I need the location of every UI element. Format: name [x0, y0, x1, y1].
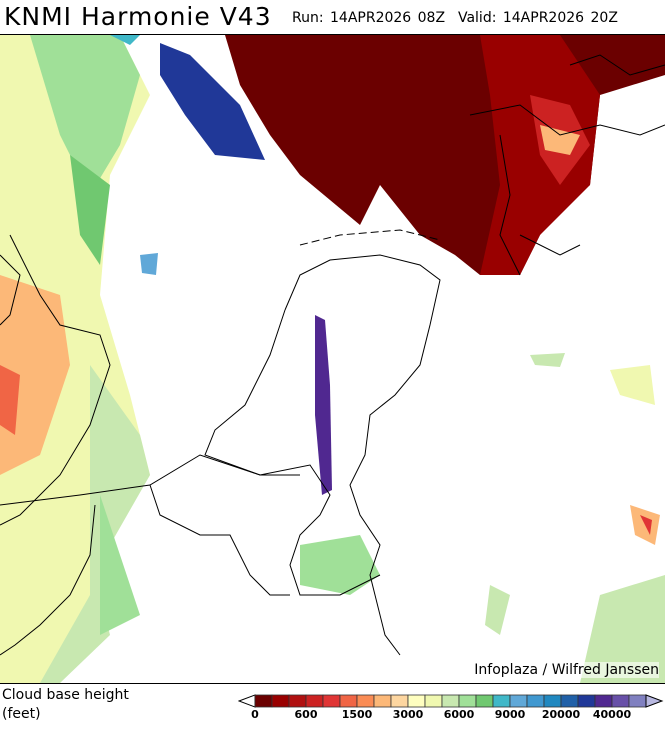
color-bar-tick-label: 6000: [443, 708, 475, 721]
color-bar-box: [526, 694, 545, 708]
credit-text: Infoplaza / Wilfred Janssen: [474, 662, 659, 678]
color-bar: [238, 694, 664, 708]
cloud-base-map: [0, 34, 665, 684]
color-bar-tick-label: 9000: [494, 708, 526, 721]
color-bar-tick-label: 40000: [592, 708, 632, 721]
legend-label-line1: Cloud base height: [2, 687, 129, 703]
borders: [0, 54, 665, 656]
run-time: Run: 14APR2026 08Z: [292, 10, 446, 26]
legend-label-line2: (feet): [2, 706, 41, 722]
color-bar-box: [492, 694, 511, 708]
color-bar-box: [271, 694, 290, 708]
color-bar-box: [254, 694, 273, 708]
color-bar-box: [475, 694, 494, 708]
color-bar-box: [305, 694, 324, 708]
valid-time: Valid: 14APR2026 20Z: [457, 10, 618, 26]
color-bar-box: [424, 694, 443, 708]
color-bar-under-triangle: [238, 694, 256, 708]
color-bar-tick-label: 3000: [392, 708, 424, 721]
color-bar-over-triangle: [645, 694, 664, 708]
run-valid-time: Run: 14APR2026 08Z Valid: 14APR2026 20Z: [292, 10, 618, 26]
color-bar-tick-label: 20000: [541, 708, 581, 721]
color-bar-box: [288, 694, 307, 708]
color-bar-box: [390, 694, 409, 708]
color-bar-box: [407, 694, 426, 708]
color-bar-box: [577, 694, 596, 708]
map-title: KNMI Harmonie V43: [4, 2, 272, 31]
color-bar-tick-label: 1500: [341, 708, 373, 721]
color-bar-box: [339, 694, 358, 708]
cloud-field-purple: [315, 315, 332, 495]
color-bar-box: [373, 694, 392, 708]
color-bar-tick-label: 600: [294, 708, 318, 721]
color-bar-box: [560, 694, 579, 708]
color-bar-box: [441, 694, 460, 708]
color-bar-tick-label: 0: [251, 708, 259, 721]
cloud-field-high-blue: [160, 43, 265, 160]
color-bar-box: [322, 694, 341, 708]
color-bar-box: [356, 694, 375, 708]
color-bar-box: [509, 694, 528, 708]
color-bar-box: [594, 694, 613, 708]
color-bar-box: [611, 694, 630, 708]
legend-label: Cloud base height (feet): [2, 686, 129, 724]
color-bar-box: [458, 694, 477, 708]
color-bar-box: [543, 694, 562, 708]
color-bar-box: [628, 694, 647, 708]
